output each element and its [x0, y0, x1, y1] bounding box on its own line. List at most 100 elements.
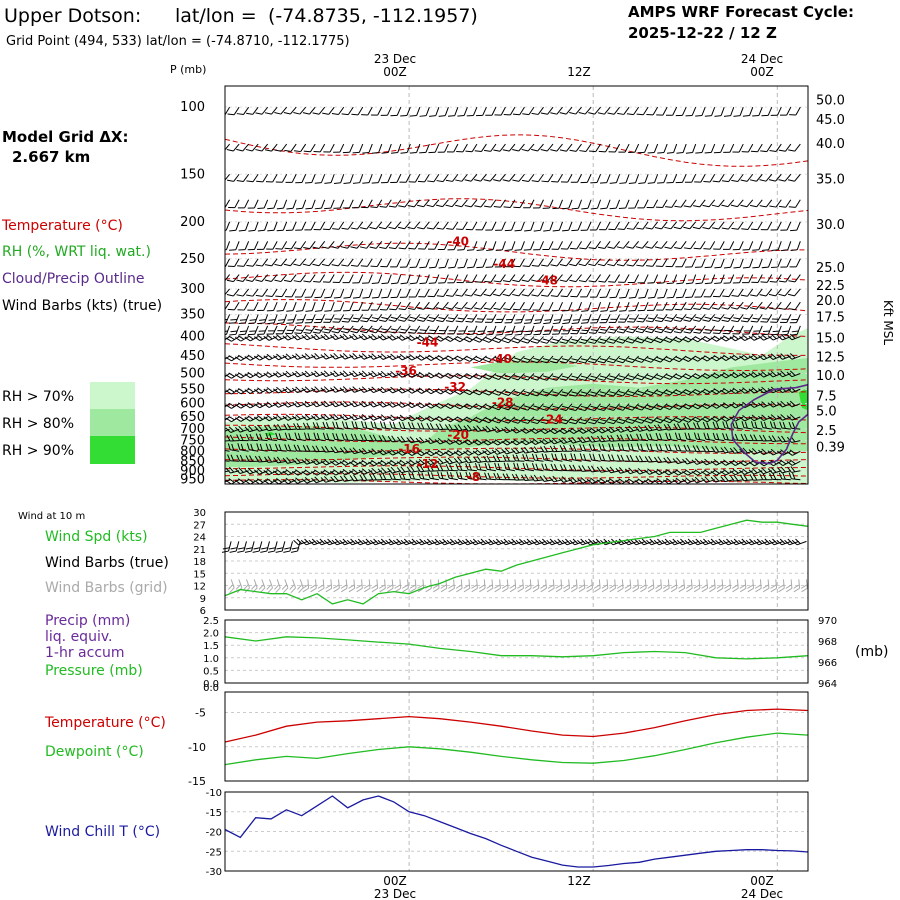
barb-flag	[768, 293, 776, 297]
barb-flag	[493, 149, 501, 152]
barb-staff	[281, 241, 288, 250]
barb-staff	[366, 241, 373, 249]
cross-section-wind-barb	[389, 301, 402, 311]
barb-flag	[333, 207, 341, 209]
barb-flag	[750, 150, 758, 153]
barb-staff	[604, 241, 611, 249]
barb-flag	[343, 317, 351, 320]
barb-flag	[229, 229, 236, 232]
barb-staff	[385, 325, 392, 334]
cross-section-wind-barb	[654, 221, 668, 230]
cross-section-wind-barb	[701, 355, 715, 362]
barb-flag	[275, 295, 283, 298]
barb-flag	[721, 307, 729, 310]
barb-flag	[323, 321, 331, 323]
barb-staff	[556, 388, 563, 397]
barb-flag	[723, 115, 731, 117]
cross-section-wind-barb	[466, 106, 478, 117]
cross-section-wind-barb	[257, 314, 269, 325]
barb-staff	[585, 274, 592, 283]
barb-flag	[675, 373, 683, 378]
cross-section-wind-barb	[409, 258, 421, 269]
barb-staff	[644, 143, 649, 153]
barb-flag	[456, 355, 464, 360]
barb-flag	[637, 328, 645, 331]
barb-flag	[723, 316, 731, 320]
cross-section-wind-barb	[255, 274, 269, 282]
cross-section-wind-barb	[703, 288, 716, 298]
cross-section-wind-barb	[720, 372, 734, 379]
barb-flag	[748, 372, 755, 378]
barb-staff	[498, 355, 506, 363]
barb-staff	[756, 288, 763, 297]
cross-section-wind-barb	[559, 373, 573, 381]
cross-section-wind-barb	[513, 199, 525, 209]
barb-flag	[390, 316, 398, 320]
barb-staff	[375, 314, 383, 322]
barb-flag	[259, 319, 266, 321]
barb-flag	[682, 338, 689, 343]
isotherm-2	[225, 242, 808, 261]
cross-section-wind-barb	[398, 301, 411, 311]
cross-section-wind-barb	[349, 386, 363, 393]
barb-flag	[426, 227, 434, 230]
barb-flag	[458, 330, 466, 332]
cross-section-wind-barb	[415, 334, 430, 342]
barb-flag	[542, 248, 550, 251]
cross-section-wind-barb	[721, 173, 735, 183]
barb-flag	[445, 307, 453, 310]
barb-flag	[267, 229, 275, 232]
barb-staff	[319, 274, 326, 283]
cross-section-wind-barb	[560, 174, 573, 183]
cross-section-wind-barb	[607, 325, 621, 334]
barb-flag	[396, 388, 403, 394]
cross-section-wind-barb	[769, 143, 782, 152]
barb-flag	[284, 149, 292, 152]
barb-flag	[285, 386, 292, 392]
barb-staff	[396, 174, 402, 183]
barb-flag	[295, 322, 303, 324]
barb-staff	[625, 174, 630, 183]
cross-section-wind-barb	[664, 241, 678, 249]
cross-section-wind-barb	[559, 106, 573, 115]
cross-section-wind-barb	[673, 325, 687, 334]
barb-staff	[596, 314, 602, 323]
barb-flag	[322, 112, 329, 115]
barb-staff	[606, 174, 611, 183]
barb-staff	[706, 388, 715, 395]
barb-staff	[697, 355, 706, 362]
barb-flag	[428, 282, 436, 284]
cross-section-wind-barb	[263, 387, 278, 394]
barb-flag	[276, 386, 282, 392]
grid-point-label: Grid Point (494, 533) lat/lon = (-74.871…	[6, 34, 350, 49]
barb-flag	[483, 149, 491, 152]
cross-section-wind-barb	[645, 241, 659, 249]
barb-flag	[408, 181, 416, 183]
isotherm-10	[225, 401, 808, 410]
cross-section-wind-barb	[275, 325, 288, 335]
barb-staff	[766, 274, 773, 283]
cross-section-wind-barb	[530, 355, 544, 364]
cross-section-wind-barb	[676, 143, 687, 154]
barb-flag	[331, 112, 339, 115]
barb-staff	[623, 325, 630, 334]
barb-staff	[264, 314, 269, 324]
barb-staff	[756, 314, 763, 323]
rh-region-4	[264, 432, 276, 437]
cross-section-wind-barb	[618, 143, 630, 153]
barb-staff	[329, 274, 335, 283]
barb-flag	[390, 181, 397, 183]
barb-staff	[587, 302, 592, 311]
barb-staff	[442, 301, 449, 310]
barb-staff	[254, 221, 259, 231]
barb-flag	[482, 376, 490, 380]
barb-staff	[575, 373, 582, 381]
barb-staff	[310, 221, 316, 231]
barb-staff	[575, 388, 582, 397]
cross-section-wind-barb	[409, 143, 421, 154]
barb-flag	[387, 372, 393, 378]
barb-flag	[626, 264, 634, 267]
barb-staff	[318, 241, 326, 249]
barb-flag	[485, 337, 492, 341]
barb-staff	[575, 258, 582, 267]
